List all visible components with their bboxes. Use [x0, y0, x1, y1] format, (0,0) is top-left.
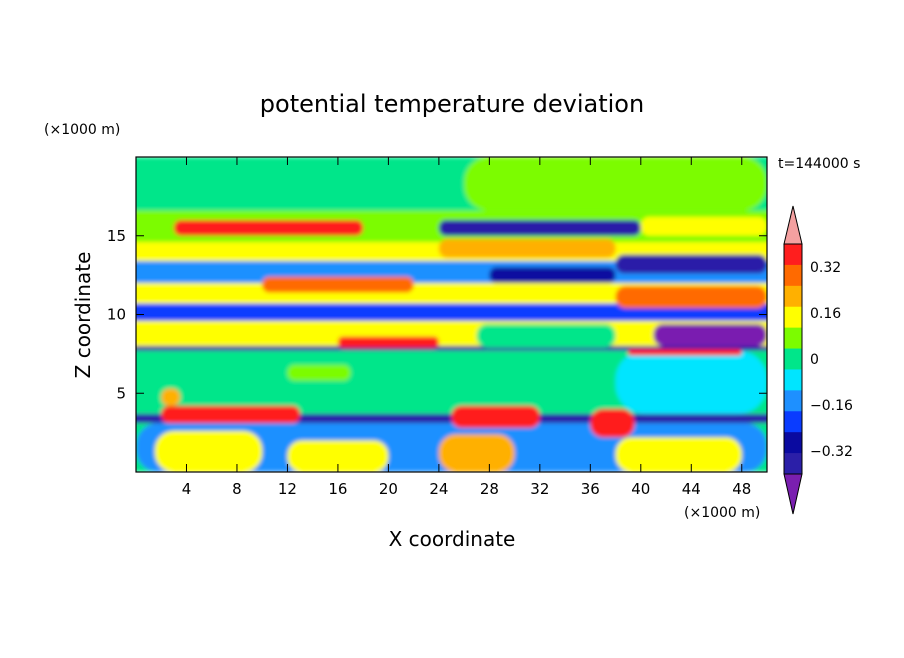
- y-tick-label-10: 10: [107, 306, 126, 324]
- colorbar-frame: [783, 243, 803, 475]
- field-feature-25: [464, 157, 767, 211]
- x-tick-label-48: 48: [732, 480, 751, 498]
- field-band-1: [136, 413, 767, 424]
- field-feature-17: [262, 276, 414, 293]
- colorbar-segment-6: [784, 369, 802, 391]
- y-unit-label: (×1000 m): [44, 122, 120, 138]
- x-tick-label-16: 16: [328, 480, 347, 498]
- field-feature-12: [628, 349, 742, 356]
- y-axis: 5 10 15: [107, 227, 767, 402]
- colorbar-extend-bottom: [783, 473, 803, 515]
- colorbar-tick-label-3: −0.16: [810, 398, 853, 414]
- y-axis-title: Z coordinate: [71, 252, 95, 379]
- colorbar-segment-10: [784, 453, 802, 475]
- field-feature-18: [489, 267, 616, 283]
- field-feature-19: [615, 254, 767, 274]
- plot-area: [136, 157, 767, 472]
- field-feature-14: [653, 323, 767, 346]
- x-tick-label-24: 24: [429, 480, 448, 498]
- colorbar-extend-top: [783, 205, 803, 245]
- field-feature-6: [451, 405, 540, 428]
- colorbar-segment-5: [784, 348, 802, 370]
- field-feature-20: [438, 238, 616, 258]
- y-tick-label-15: 15: [107, 227, 126, 245]
- field-feature-3: [438, 434, 515, 472]
- x-tick-label-20: 20: [379, 480, 398, 498]
- field-feature-8: [161, 388, 181, 406]
- field-feature-4: [615, 437, 742, 472]
- x-tick-label-28: 28: [480, 480, 499, 498]
- colorbar-segment-2: [784, 285, 802, 308]
- colorbar-segment-0: [784, 244, 802, 266]
- x-axis: 4 8 12 16 20 24 28 32 36 40 44 48: [182, 157, 751, 498]
- x-tick-label-8: 8: [232, 480, 242, 498]
- field-feature-22: [211, 223, 275, 230]
- field-feature-5: [161, 405, 301, 424]
- colorbar-segment-8: [784, 411, 802, 433]
- y-tick-label-5: 5: [116, 384, 126, 402]
- x-axis-title: X coordinate: [389, 527, 516, 551]
- field-feature-11: [615, 350, 767, 414]
- field-feature-1: [154, 431, 263, 472]
- field-feature-2: [287, 440, 389, 472]
- field-feature-13: [337, 336, 439, 348]
- temperature-field: [136, 157, 767, 472]
- field-band-3: [136, 346, 767, 351]
- chart-title: potential temperature deviation: [260, 90, 644, 118]
- colorbar-segment-9: [784, 432, 802, 454]
- x-tick-label-12: 12: [278, 480, 297, 498]
- field-band-5: [136, 303, 767, 321]
- time-label: t=144000 s: [778, 156, 860, 172]
- field-feature-16: [615, 286, 767, 309]
- field-feature-23: [438, 220, 641, 236]
- colorbar-tick-label-4: −0.32: [810, 444, 853, 460]
- colorbar-tick-label-2: 0: [810, 352, 819, 368]
- colorbar-tick-label-0: 0.32: [810, 260, 841, 276]
- field-feature-7: [590, 409, 635, 438]
- x-tick-label-32: 32: [530, 480, 549, 498]
- colorbar-tick-label-1: 0.16: [810, 306, 841, 322]
- x-unit-label: (×1000 m): [684, 505, 760, 521]
- x-tick-label-4: 4: [182, 480, 192, 498]
- colorbar-segment-1: [784, 264, 802, 287]
- field-feature-15: [476, 323, 616, 348]
- x-tick-label-36: 36: [581, 480, 600, 498]
- x-tick-label-44: 44: [682, 480, 701, 498]
- colorbar: 0.32 0.16 0 −0.16 −0.32: [783, 205, 853, 515]
- field-feature-24: [640, 216, 767, 236]
- colorbar-segment-7: [784, 390, 802, 412]
- colorbar-segment-4: [784, 327, 802, 349]
- colorbar-segment-3: [784, 306, 802, 329]
- field-feature-10: [287, 364, 351, 381]
- x-tick-label-40: 40: [631, 480, 650, 498]
